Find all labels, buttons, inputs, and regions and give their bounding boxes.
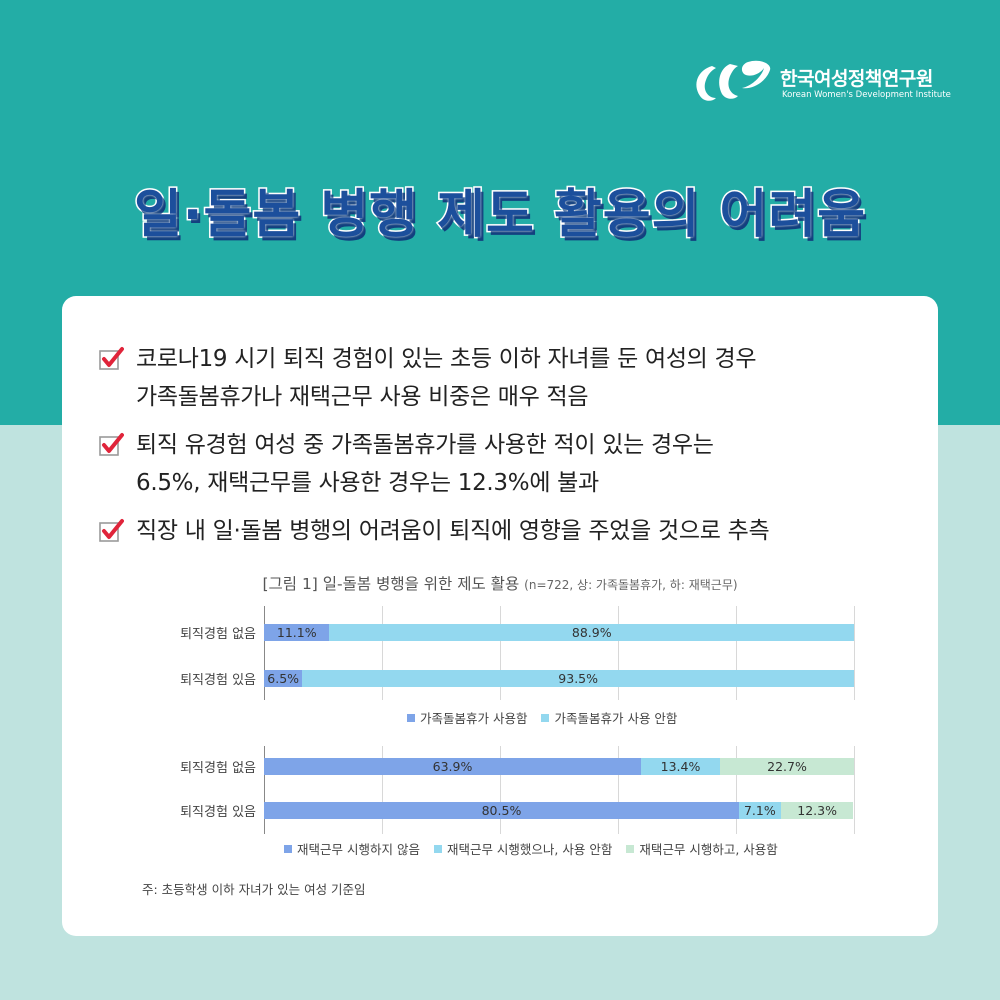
- legend-item: 재택근무 시행했으나, 사용 안함: [433, 839, 613, 858]
- figure-caption: [그림 1] 일-돌봄 병행을 위한 제도 활용 (n=722, 상: 가족돌봄…: [62, 572, 938, 594]
- figure-title: [그림 1] 일-돌봄 병행을 위한 제도 활용: [262, 575, 520, 593]
- gridline: [500, 746, 501, 834]
- gridline: [500, 606, 501, 700]
- checkbox-check-icon: [99, 433, 124, 456]
- org-name-en: Korean Women's Development Institute: [782, 90, 951, 100]
- gridline: [854, 606, 855, 700]
- footnote: 주: 초등학생 이하 자녀가 있는 여성 기준임: [142, 882, 366, 897]
- bar-segment: 63.9%: [264, 758, 641, 775]
- gridline: [382, 746, 383, 834]
- legend-item: 재택근무 시행하지 않음: [284, 839, 420, 858]
- legend-item: 가족돌봄휴가 사용함: [407, 708, 527, 727]
- legend-label: 재택근무 시행하고, 사용함: [639, 842, 778, 857]
- gridline: [736, 606, 737, 700]
- checkbox-check-icon: [99, 347, 124, 370]
- y-axis-line: [264, 746, 265, 834]
- page-title: 일·돌봄 병행 제도 활용의 어려움: [132, 184, 867, 247]
- gridline: [854, 746, 855, 834]
- category-label: 퇴직경험 없음: [180, 627, 256, 642]
- gridline: [736, 746, 737, 834]
- category-label: 퇴직경험 없음: [180, 761, 256, 776]
- bullet-item-2: 퇴직 유경험 여성 중 가족돌봄휴가를 사용한 적이 있는 경우는 6.5%, …: [99, 426, 866, 502]
- y-axis-line: [264, 606, 265, 700]
- stacked-bar: 63.9% 13.4% 22.7%: [264, 758, 854, 775]
- bullet-text-line: 6.5%, 재택근무를 사용한 경우는 12.3%에 불과: [136, 470, 599, 496]
- legend-swatch: [541, 714, 550, 722]
- legend-label: 가족돌봄휴가 사용함: [420, 711, 528, 726]
- org-logo: 한국여성정책연구원 Korean Women's Development Ins…: [690, 60, 951, 106]
- kwdi-logo-icon: [696, 60, 771, 101]
- legend-swatch: [407, 714, 415, 722]
- legend-swatch: [626, 845, 635, 853]
- legend-label: 재택근무 시행하지 않음: [297, 842, 420, 857]
- checkbox-check-icon: [99, 519, 124, 542]
- legend-label: 재택근무 시행했으나, 사용 안함: [446, 842, 613, 857]
- gridline: [618, 606, 619, 700]
- legend-item: 재택근무 시행하고, 사용함: [626, 839, 778, 858]
- legend-label: 가족돌봄휴가 사용 안함: [554, 711, 678, 726]
- category-label: 퇴직경험 있음: [180, 673, 256, 688]
- stacked-bar: 11.1% 88.9%: [264, 624, 854, 641]
- gridline: [618, 746, 619, 834]
- bar-segment: 11.1%: [264, 624, 330, 641]
- bullet-item-1: 코로나19 시기 퇴직 경험이 있는 초등 이하 자녀를 둔 여성의 경우 가족…: [99, 340, 866, 416]
- legend-swatch: [284, 845, 292, 853]
- bar-segment: 88.9%: [329, 624, 854, 641]
- chart-legend: 재택근무 시행하지 않음 재택근무 시행했으나, 사용 안함 재택근무 시행하고, …: [284, 839, 792, 858]
- bar-segment: 13.4%: [641, 758, 721, 775]
- gridline: [382, 606, 383, 700]
- bullet-item-3: 직장 내 일·돌봄 병행의 어려움이 퇴직에 영향을 주었을 것으로 추측: [99, 512, 866, 550]
- stacked-bar: 6.5% 93.5%: [264, 670, 854, 687]
- bullet-text-line: 가족돌봄휴가나 재택근무 사용 비중은 매우 적음: [136, 384, 589, 410]
- bullet-text-line: 퇴직 유경험 여성 중 가족돌봄휴가를 사용한 적이 있는 경우는: [136, 432, 714, 458]
- bar-segment: 22.7%: [720, 758, 854, 775]
- bar-segment: 80.5%: [264, 802, 739, 819]
- content-card: 코로나19 시기 퇴직 경험이 있는 초등 이하 자녀를 둔 여성의 경우 가족…: [62, 296, 938, 936]
- bullet-text-line: 코로나19 시기 퇴직 경험이 있는 초등 이하 자녀를 둔 여성의 경우: [136, 346, 757, 372]
- category-label: 퇴직경험 있음: [180, 805, 256, 820]
- stacked-bar: 80.5% 7.1% 12.3%: [264, 802, 854, 819]
- bar-segment: 7.1%: [738, 802, 781, 819]
- chart-legend: 가족돌봄휴가 사용함 가족돌봄휴가 사용 안함: [407, 708, 691, 727]
- legend-swatch: [433, 845, 442, 853]
- bullet-text-line: 직장 내 일·돌봄 병행의 어려움이 퇴직에 영향을 주었을 것으로 추측: [136, 518, 770, 544]
- bar-segment: 12.3%: [780, 802, 854, 819]
- figure-subtitle: (n=722, 상: 가족돌봄휴가, 하: 재택근무): [524, 578, 738, 592]
- org-name-ko: 한국여성정책연구원: [780, 68, 933, 90]
- bar-segment: 93.5%: [302, 670, 854, 687]
- bar-segment: 6.5%: [264, 670, 303, 687]
- legend-item: 가족돌봄휴가 사용 안함: [541, 708, 677, 727]
